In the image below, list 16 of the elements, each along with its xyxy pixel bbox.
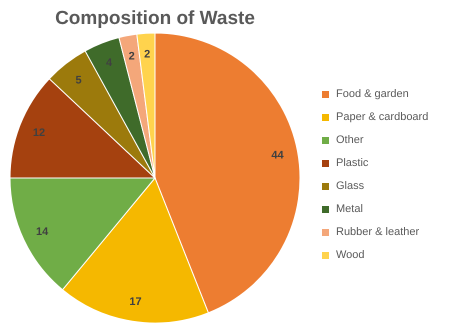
data-label: 2 (128, 50, 135, 62)
legend-label: Paper & cardboard (336, 111, 428, 123)
data-label: 44 (271, 149, 284, 162)
legend-label: Wood (336, 249, 365, 261)
data-label: 5 (76, 74, 82, 86)
data-label: 17 (129, 296, 142, 308)
legend-label: Glass (336, 180, 365, 192)
legend-label: Food & garden (336, 88, 409, 100)
legend-label: Plastic (336, 157, 369, 169)
data-label: 14 (36, 226, 50, 238)
data-label: 2 (144, 48, 150, 60)
legend-label: Rubber & leather (336, 226, 420, 238)
legend-label: Other (336, 134, 364, 146)
legend-label: Metal (336, 203, 363, 215)
chart-title: Composition of Waste (55, 8, 255, 29)
data-label: 12 (32, 126, 46, 139)
